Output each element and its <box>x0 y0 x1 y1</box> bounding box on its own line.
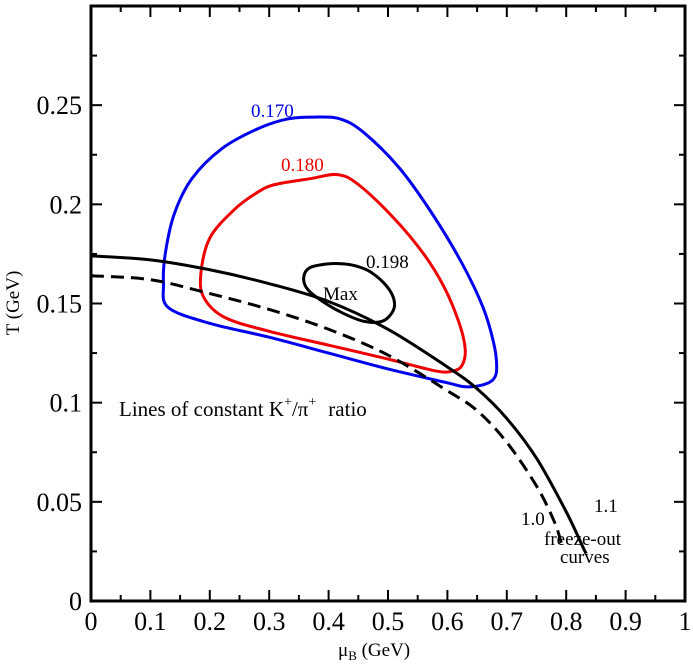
series-1-1 <box>91 254 588 556</box>
max-label: Max <box>323 284 358 305</box>
series-0-198 <box>302 261 397 324</box>
y-tick-label: 0 <box>69 587 82 616</box>
y-tick-labels: 0 0.05 0.1 0.15 0.2 0.25 <box>37 91 83 616</box>
x-tick-label: 0.1 <box>134 607 167 636</box>
x-tick-label: 0.2 <box>194 607 227 636</box>
series-1-0 <box>91 274 564 546</box>
y-tick-label: 0.1 <box>50 389 83 418</box>
x-axis-title: μB (GeV) <box>338 640 410 663</box>
curve-label-1-1: 1.1 <box>594 496 618 517</box>
x-tick-label: 0.7 <box>491 607 524 636</box>
x-tick-label: 0.3 <box>253 607 286 636</box>
x-tick-label: 0 <box>85 607 98 636</box>
contour-label-0198: 0.198 <box>366 252 409 273</box>
k-plus-sup: + <box>284 395 292 410</box>
lines-of-constant-ratio-label: Lines of constant K+/π+ ratio <box>119 395 367 421</box>
ratio-text: ratio <box>328 397 366 421</box>
x-axis-title-sub: B <box>348 648 357 663</box>
pi-plus-sup: + <box>308 395 316 410</box>
x-tick-label: 0.8 <box>550 607 583 636</box>
series-lines <box>91 115 588 556</box>
x-axis-title-unit: (GeV) <box>357 640 410 661</box>
pi-text: /π <box>292 397 309 421</box>
x-tick-label: 0.5 <box>372 607 405 636</box>
curve-label-1-0: 1.0 <box>521 509 545 530</box>
freeze-out-label: freeze-out <box>544 529 622 550</box>
series-0-170 <box>161 115 499 389</box>
y-tick-label: 0.15 <box>37 290 83 319</box>
contour-label-0170: 0.170 <box>251 101 294 122</box>
y-tick-label: 0.05 <box>37 488 83 517</box>
x-tick-label: 0.9 <box>609 607 642 636</box>
x-tick-label: 0.4 <box>312 607 345 636</box>
curves-label: curves <box>560 547 610 568</box>
x-tick-labels: 0 0.1 0.2 0.3 0.4 0.5 0.6 0.7 0.8 0.9 1 <box>85 607 692 636</box>
y-axis-title: T (GeV) <box>3 271 24 336</box>
x-tick-label: 0.6 <box>431 607 464 636</box>
y-tick-label: 0.25 <box>37 91 83 120</box>
x-tick-label: 1 <box>679 607 692 636</box>
y-tick-label: 0.2 <box>50 190 83 219</box>
tick-marks <box>90 6 686 602</box>
contour-label-0180: 0.180 <box>281 155 324 176</box>
series-0-180 <box>198 172 467 374</box>
